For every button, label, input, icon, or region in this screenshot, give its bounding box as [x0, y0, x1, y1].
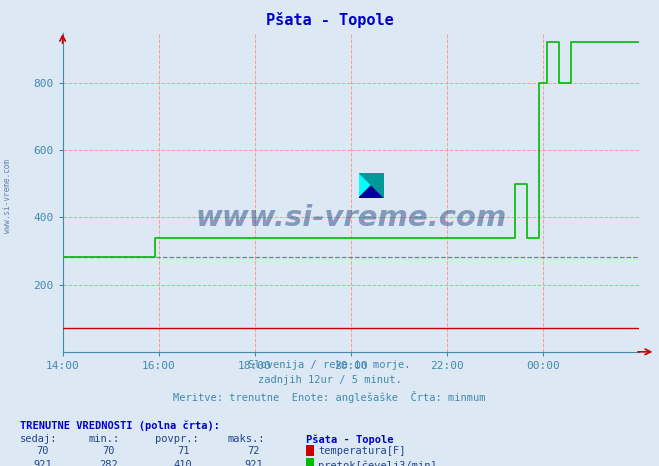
- Text: 410: 410: [174, 460, 192, 466]
- Text: Pšata - Topole: Pšata - Topole: [266, 12, 393, 27]
- Text: povpr.:: povpr.:: [155, 434, 198, 444]
- Text: 282: 282: [100, 460, 118, 466]
- Text: 921: 921: [244, 460, 263, 466]
- Text: 70: 70: [37, 446, 49, 456]
- Text: temperatura[F]: temperatura[F]: [318, 446, 406, 456]
- Text: TRENUTNE VREDNOSTI (polna črta):: TRENUTNE VREDNOSTI (polna črta):: [20, 420, 219, 431]
- Polygon shape: [359, 173, 384, 198]
- Text: pretok[čevelj3/min]: pretok[čevelj3/min]: [318, 460, 437, 466]
- Text: sedaj:: sedaj:: [20, 434, 57, 444]
- Polygon shape: [359, 173, 384, 198]
- Text: www.si-vreme.com: www.si-vreme.com: [195, 204, 507, 232]
- Text: maks.:: maks.:: [227, 434, 265, 444]
- Text: 70: 70: [103, 446, 115, 456]
- Text: Pšata - Topole: Pšata - Topole: [306, 434, 394, 445]
- Text: 72: 72: [248, 446, 260, 456]
- Text: 71: 71: [177, 446, 189, 456]
- Polygon shape: [359, 173, 384, 198]
- Text: 921: 921: [34, 460, 52, 466]
- Text: min.:: min.:: [89, 434, 120, 444]
- Text: Slovenija / reke in morje.: Slovenija / reke in morje.: [248, 360, 411, 370]
- Polygon shape: [359, 173, 384, 198]
- Text: www.si-vreme.com: www.si-vreme.com: [3, 159, 13, 233]
- Text: zadnjih 12ur / 5 minut.: zadnjih 12ur / 5 minut.: [258, 375, 401, 385]
- Text: Meritve: trenutne  Enote: anglešaške  Črta: minmum: Meritve: trenutne Enote: anglešaške Črta…: [173, 391, 486, 403]
